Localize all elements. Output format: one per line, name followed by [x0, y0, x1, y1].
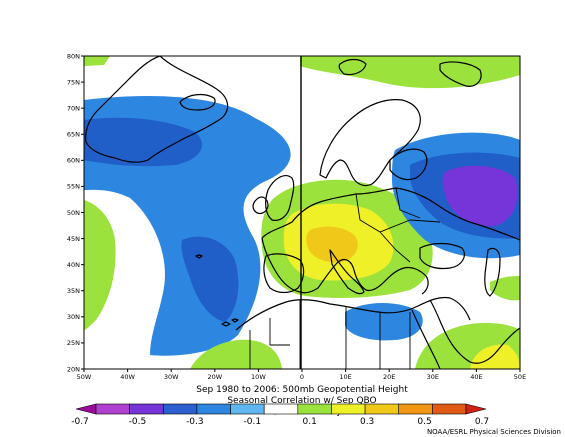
red-sea-coast [411, 309, 441, 369]
colorbar-label: -0.5 [129, 417, 147, 427]
colorbar-swatch [331, 403, 366, 415]
colorbar-swatch [297, 403, 332, 415]
italy-coast [329, 249, 365, 295]
positive-region-west-africa [190, 339, 282, 369]
colorbar-high-arrow [465, 403, 487, 415]
colorbar [75, 403, 487, 415]
x-tick-label: 20W [207, 373, 222, 381]
positive-region-arctic [300, 56, 520, 89]
x-tick-label: 50E [514, 373, 526, 381]
greenland-coast [85, 56, 229, 163]
iceland-coast [179, 93, 216, 111]
x-tick-label: 40E [470, 373, 482, 381]
colorbar-label: 0.5 [417, 417, 431, 427]
y-tick-label: 40N [67, 261, 80, 269]
caption-line-2: Seasonal Correlation w/ Sep QBO [227, 396, 376, 406]
africa-borders [249, 300, 411, 369]
y-axis-ticks: 20N 25N 30N 35N 40N 45N 50N 55N 60N 65N 70N 75N 80N [67, 52, 84, 373]
x-tick-label: 20E [383, 373, 395, 381]
colorbar-label: -0.7 [71, 417, 89, 427]
x-tick-label: 10W [251, 373, 266, 381]
x-tick-label: 30E [427, 373, 439, 381]
negative-core-north-atlantic [84, 117, 203, 167]
europe-mainland-coast [261, 187, 520, 295]
colorbar-swatch [398, 403, 433, 415]
y-tick-label: 35N [67, 287, 80, 295]
north-africa-coast [235, 296, 471, 331]
x-tick-label: 0 [300, 373, 304, 381]
colorbar-swatch [432, 403, 467, 415]
y-tick-label: 55N [67, 183, 80, 191]
positive-region-southwest [84, 200, 116, 330]
colorbar-labels: -0.7 -0.5 -0.3 -0.1 0.1 0.3 0.5 0.7 [71, 417, 489, 427]
colorbar-label: -0.3 [186, 417, 204, 427]
negative-region-north-africa [345, 303, 423, 341]
colorbar-swatch [162, 403, 198, 415]
colorbar-label: 0.1 [303, 417, 317, 427]
y-tick-label: 30N [67, 313, 80, 321]
y-tick-label: 65N [67, 131, 80, 139]
colorbar-swatch [129, 403, 164, 415]
y-tick-label: 45N [67, 235, 80, 243]
colorbar-label: 0.7 [475, 417, 489, 427]
contour-fills [84, 56, 520, 369]
x-axis-ticks: 50W 40W 30W 20W 10W 0 10E 20E 30E 40E 50E [77, 369, 526, 381]
y-tick-label: 60N [67, 157, 80, 165]
negative-core-mid-atlantic [181, 236, 239, 322]
x-tick-label: 30W [164, 373, 179, 381]
middle-east-coast [429, 299, 520, 364]
colorbar-swatch [263, 403, 299, 415]
eastern-europe-borders [355, 187, 441, 263]
y-tick-label: 50N [67, 209, 80, 217]
y-tick-label: 80N [67, 52, 80, 60]
caption-line-1: Sep 1980 to 2006: 500mb Geopotential Hei… [196, 385, 408, 395]
british-isles-coast [265, 175, 295, 221]
colorbar-swatch [230, 403, 265, 415]
ireland-coast [252, 196, 269, 215]
colorbar-label: 0.3 [360, 417, 374, 427]
positive-region-arctic-west [84, 56, 110, 66]
x-tick-label: 10E [339, 373, 351, 381]
y-tick-label: 25N [67, 339, 80, 347]
positive-peak-europe [306, 226, 358, 263]
x-tick-label: 40W [120, 373, 135, 381]
y-tick-label: 75N [67, 78, 80, 86]
colorbar-label: -0.1 [244, 417, 262, 427]
iberia-coast [263, 253, 305, 294]
credit-text: NOAA/ESRL Physical Sciences Division [427, 428, 561, 436]
baltic-coast [389, 148, 428, 181]
atlantic-islands [195, 254, 239, 327]
y-tick-label: 20N [67, 365, 80, 373]
negative-peak-russia [442, 165, 518, 227]
colorbar-swatch [95, 403, 130, 415]
black-sea-coast [419, 242, 465, 270]
coastlines [85, 56, 520, 369]
colorbar-low-arrow [75, 403, 97, 415]
map-panel [84, 56, 520, 369]
colorbar-swatch [196, 403, 231, 415]
y-tick-label: 70N [67, 104, 80, 112]
novaya-zemlya-coast [439, 61, 482, 87]
colorbar-swatch [364, 403, 400, 415]
svalbard-coast [338, 58, 367, 76]
caspian-coast [484, 247, 501, 297]
x-tick-label: 50W [77, 373, 92, 381]
